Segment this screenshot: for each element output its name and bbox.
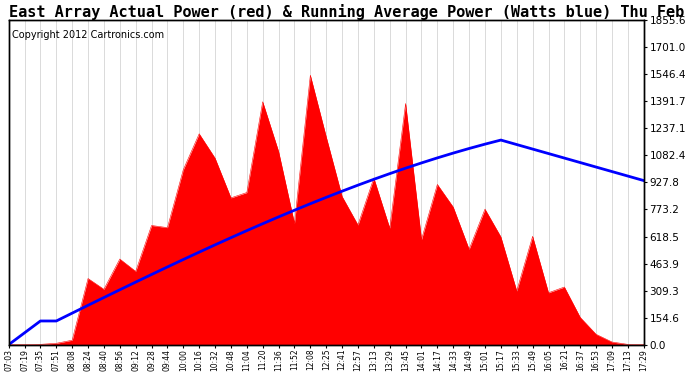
Text: East Array Actual Power (red) & Running Average Power (Watts blue) Thu Feb 16 17: East Array Actual Power (red) & Running … (9, 4, 690, 20)
Text: Copyright 2012 Cartronics.com: Copyright 2012 Cartronics.com (12, 30, 164, 40)
